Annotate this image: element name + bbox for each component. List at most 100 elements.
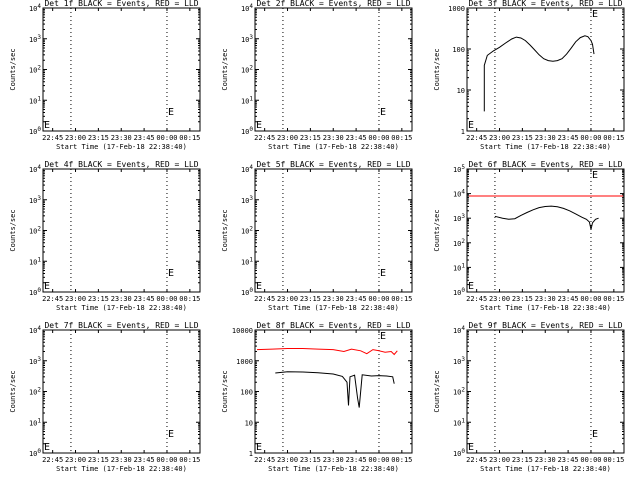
x-axis-label: Start Time (17-Feb-18 22:38:40) — [480, 465, 611, 473]
x-tick-label: 00:00 — [580, 295, 601, 303]
y-tick-label: 104 — [453, 189, 465, 199]
y-tick-label: 104 — [241, 164, 253, 174]
x-axis-label: Start Time (17-Feb-18 22:38:40) — [56, 465, 187, 473]
x-tick-label: 23:30 — [535, 134, 556, 142]
panel-title: Det 8f BLACK = Events, RED = LLD — [256, 321, 410, 330]
exponent: 2 — [249, 65, 253, 72]
exponent: 3 — [37, 195, 41, 202]
x-tick-label: 23:30 — [323, 456, 344, 464]
plot-frame — [42, 329, 201, 454]
panel-title: Det 5f BLACK = Events, RED = LLD — [256, 160, 410, 169]
x-tick-label: 22:45 — [254, 295, 275, 303]
x-tick-label: 23:45 — [134, 456, 155, 464]
exponent: 4 — [37, 164, 41, 171]
x-axis-label: Start Time (17-Feb-18 22:38:40) — [268, 143, 399, 151]
y-tick-label: 102 — [453, 238, 465, 248]
event-marker-e: E — [44, 442, 50, 453]
plot-frame — [254, 168, 413, 293]
x-tick-label: 23:30 — [111, 456, 132, 464]
y-tick-label: 100 — [29, 448, 41, 458]
y-tick-label: 103 — [241, 195, 253, 205]
y-tick-label: 100 — [453, 287, 465, 297]
y-tick-label: 1000 — [448, 5, 465, 13]
event-marker-e: E — [168, 268, 174, 279]
event-marker-e: E — [380, 268, 386, 279]
x-tick-label: 23:45 — [134, 134, 155, 142]
y-axis-label: Counts/sec — [9, 370, 17, 412]
y-tick-label: 1000 — [236, 358, 253, 366]
exponent: 3 — [37, 34, 41, 41]
y-axis-label: Counts/sec — [221, 48, 229, 90]
y-tick-label: 100 — [29, 126, 41, 136]
plot-frame — [466, 329, 625, 454]
y-tick-label: 102 — [29, 65, 41, 75]
x-tick-label: 23:45 — [346, 295, 367, 303]
x-tick-label: 23:30 — [323, 134, 344, 142]
y-tick-label: 10 — [245, 419, 253, 427]
x-tick-label: 00:00 — [368, 456, 389, 464]
x-tick-label: 23:45 — [558, 295, 579, 303]
x-tick-label: 23:45 — [346, 456, 367, 464]
x-tick-label: 00:15 — [391, 134, 412, 142]
panel-title: Det 9f BLACK = Events, RED = LLD — [468, 321, 622, 330]
y-tick-label: 103 — [29, 356, 41, 366]
event-marker-e: E — [468, 120, 474, 131]
exponent: 3 — [461, 356, 465, 363]
exponent: 1 — [37, 256, 41, 263]
exponent: 4 — [249, 164, 253, 171]
plot-frame — [466, 7, 625, 132]
exponent: 1 — [249, 256, 253, 263]
x-tick-label: 00:15 — [179, 134, 200, 142]
y-axis-label: Counts/sec — [433, 209, 441, 251]
panel-title: Det 6f BLACK = Events, RED = LLD — [468, 160, 622, 169]
y-tick-label: 100 — [453, 448, 465, 458]
exponent: 3 — [37, 356, 41, 363]
x-tick-label: 23:15 — [88, 134, 109, 142]
x-tick-label: 22:45 — [42, 295, 63, 303]
y-tick-label: 100 — [240, 389, 253, 397]
x-tick-label: 23:30 — [111, 134, 132, 142]
x-tick-label: 00:15 — [391, 456, 412, 464]
x-tick-label: 23:30 — [323, 295, 344, 303]
panel-title: Det 1f BLACK = Events, RED = LLD — [44, 0, 198, 8]
x-tick-label: 23:45 — [558, 456, 579, 464]
y-tick-label: 104 — [29, 3, 41, 13]
exponent: 2 — [249, 226, 253, 233]
x-tick-label: 22:45 — [42, 456, 63, 464]
panel-det-9f: Det 9f BLACK = Events, RED = LLD 22:45 23:… — [433, 321, 625, 473]
x-axis-label: Start Time (17-Feb-18 22:38:40) — [56, 304, 187, 312]
y-tick-label: 101 — [241, 256, 253, 266]
events-series-line — [275, 371, 395, 408]
panel-title: Det 2f BLACK = Events, RED = LLD — [256, 0, 410, 8]
y-tick-label: 103 — [29, 195, 41, 205]
panel-title: Det 7f BLACK = Events, RED = LLD — [44, 321, 198, 330]
event-marker-e: E — [44, 281, 50, 292]
y-tick-label: 102 — [453, 387, 465, 397]
event-marker-e: E — [592, 429, 598, 440]
x-tick-label: 22:45 — [466, 456, 487, 464]
exponent: 1 — [461, 262, 465, 269]
event-marker-e: E — [256, 442, 262, 453]
exponent: 4 — [461, 325, 465, 332]
exponent: 2 — [37, 226, 41, 233]
plot-frame — [254, 7, 413, 132]
exponent: 0 — [37, 126, 41, 133]
y-tick-label: 102 — [241, 226, 253, 236]
exponent: 4 — [37, 3, 41, 10]
exponent: 4 — [461, 189, 465, 196]
x-tick-label: 23:00 — [489, 295, 510, 303]
x-tick-label: 23:00 — [65, 456, 86, 464]
y-tick-label: 104 — [453, 325, 465, 335]
x-tick-label: 22:45 — [254, 134, 275, 142]
y-tick-label: 102 — [29, 226, 41, 236]
x-tick-label: 23:00 — [277, 456, 298, 464]
y-tick-label: 102 — [241, 65, 253, 75]
exponent: 2 — [461, 387, 465, 394]
exponent: 0 — [37, 287, 41, 294]
x-tick-label: 23:00 — [489, 134, 510, 142]
exponent: 4 — [37, 325, 41, 332]
y-tick-label: 103 — [453, 213, 465, 223]
y-tick-label: 104 — [29, 164, 41, 174]
